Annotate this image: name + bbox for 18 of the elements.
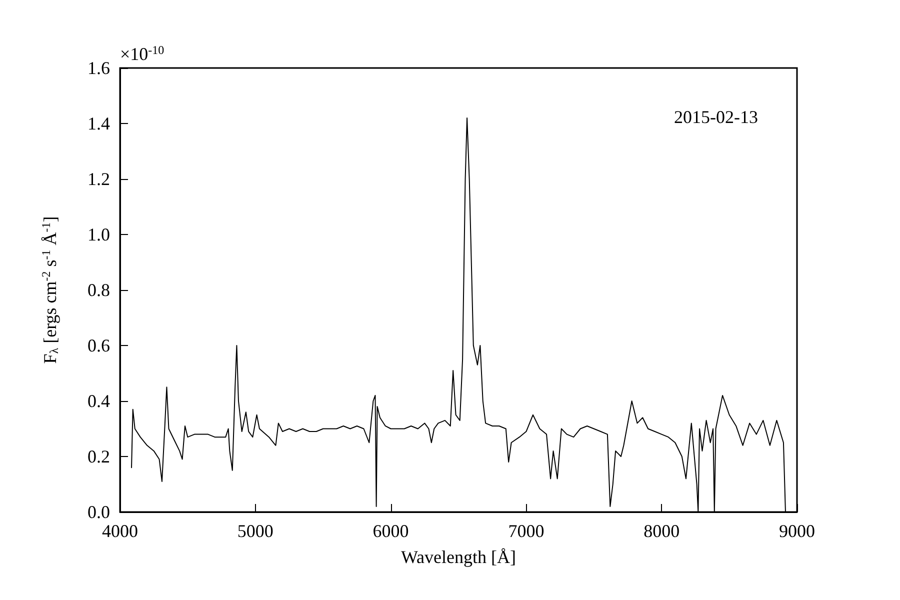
y-tick-label: 0.2: [88, 446, 110, 466]
y-tick-label: 1.4: [88, 114, 110, 134]
y-tick-label: 0.0: [88, 502, 110, 522]
x-axis-title: Wavelength [Å]: [400, 547, 516, 567]
x-tick-label: 6000: [372, 521, 409, 541]
y-tick-label: 1.0: [88, 224, 110, 244]
y-tick-label: 1.2: [88, 169, 110, 189]
y-tick-label: 0.8: [88, 280, 110, 300]
x-tick-label: 5000: [237, 521, 274, 541]
y-tick-label: 0.6: [88, 336, 110, 356]
y-tick-label: 0.4: [88, 391, 110, 411]
annotation: 2015-02-13: [674, 107, 758, 127]
text: Fλ [ergs cm-2 s-1 Å-1]: [39, 216, 61, 364]
y-tick-label: 1.6: [88, 58, 110, 78]
x-tick-label: 7000: [508, 521, 544, 541]
x-tick-label: 4000: [102, 521, 138, 541]
x-tick-label: 8000: [644, 521, 680, 541]
x-tick-label: 9000: [779, 521, 815, 541]
